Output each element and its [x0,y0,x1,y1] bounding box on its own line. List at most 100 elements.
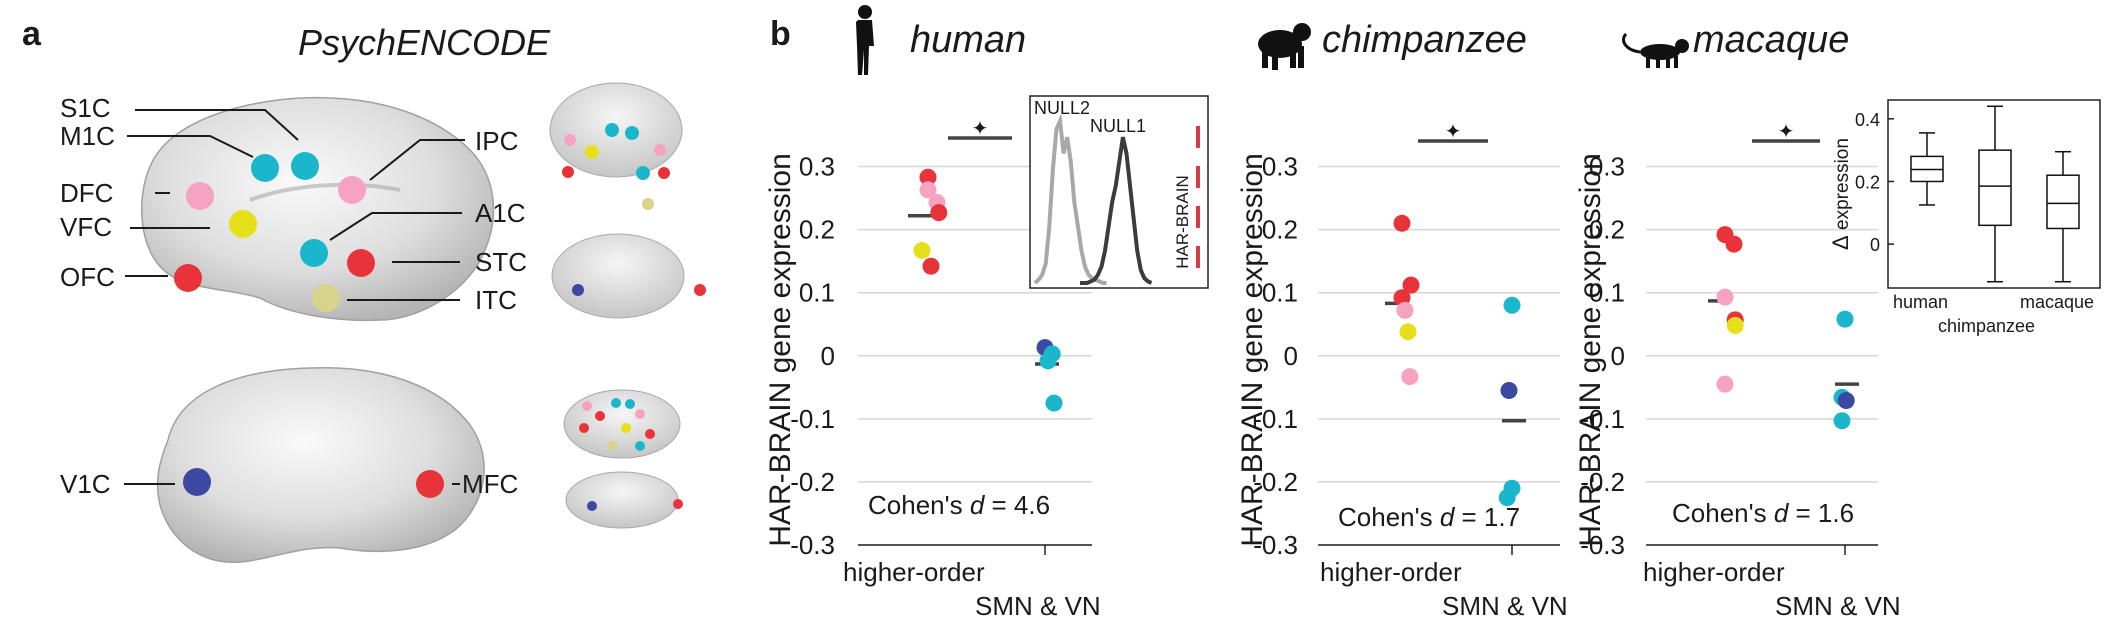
region-dot-vfc [229,210,257,238]
y-tick-label: 0.3 [799,152,835,182]
data-point [930,204,948,222]
data-point [919,181,937,199]
data-point [1401,368,1419,386]
y-tick-label: 0.2 [1262,215,1298,245]
species-title-macaque: macaque [1693,19,1849,61]
region-dot-s1c [291,152,319,180]
x-category-label: macaque [2020,292,2094,312]
panel-b: b human chimpanzee macaque [770,5,1849,75]
brain-small-bottom [551,233,685,319]
boxplot-frame [1887,99,2101,289]
data-point [922,257,940,275]
species-title-human: human [910,19,1026,61]
box-macaque [2046,150,2080,283]
label-ofc: OFC [60,262,115,292]
cohens-d-annotation: Cohen's d = 4.6 [868,490,1050,520]
y-tick-label: 0.3 [1589,152,1625,182]
y-tick-label: 0.1 [1262,278,1298,308]
region-dot-ofc [174,264,202,292]
region-dot-m1c [251,154,279,182]
data-point [1045,394,1063,412]
data-point [1396,301,1414,319]
label-a1c: A1C [475,198,526,228]
data-point [1399,323,1417,341]
boxplot-y-label: Δ expression [1828,138,1853,250]
data-point [1716,375,1734,393]
significance-marker: ✦ [1445,121,1462,143]
y-tick-label: 0.3 [1262,152,1298,182]
box-chimpanzee [1978,105,2012,283]
null1-curve [1080,136,1153,285]
y-tick-label: 0 [1870,235,1880,255]
label-vfc: VFC [60,212,112,242]
delta-expression-boxplot: 0 0.2 0.4Δ expression human chimpanzee macaqu… [1828,99,2101,336]
region-leader-lines [124,109,465,485]
y-tick-label: -0.1 [790,404,835,434]
panel-a: a PsychENCODE [22,15,706,563]
region-dot-dfc [186,182,214,210]
human-silhouette-icon [856,5,874,75]
small-brain-dots [562,123,706,511]
y-tick-label: 0 [1284,341,1298,371]
data-point [1503,296,1521,314]
y-axis-label: HAR-BRAIN gene expression [1574,153,1607,547]
cohens-d-annotation: Cohen's d = 1.6 [1672,498,1854,528]
y-axis-label: HAR-BRAIN gene expression [1236,153,1269,547]
y-tick-label: -0.1 [1253,404,1298,434]
x-category-label: chimpanzee [1938,316,2035,336]
label-s1c: S1C [60,93,111,123]
brain-lateral [141,96,495,322]
y-tick-label: 0.2 [1589,215,1625,245]
data-point [1402,276,1420,294]
har-brain-marker-label: HAR-BRAIN [1173,175,1192,269]
y-tick-label: -0.2 [790,467,835,497]
species-title-chimpanzee: chimpanzee [1322,19,1527,61]
region-markers [174,152,444,498]
y-tick-label: -0.2 [1580,467,1625,497]
label-v1c: V1C [60,469,111,499]
y-tick-label: -0.3 [790,530,835,560]
y-tick-label: 0.1 [1589,278,1625,308]
brain-small-bottom-2 [565,471,679,529]
region-dot-stc [347,249,375,277]
y-tick-label: 0.4 [1855,110,1880,130]
data-point [1836,310,1854,328]
data-point [1039,352,1057,370]
y-tick-label: -0.1 [1580,404,1625,434]
x-category-label: higher-order [843,557,985,587]
data-point [1726,316,1744,334]
brain-medial [156,366,485,563]
data-point [1498,489,1516,507]
label-itc: ITC [475,285,517,315]
region-dot-v1c [183,468,211,496]
significance-marker: ✦ [1778,121,1795,143]
box-human [1910,132,1944,206]
y-tick-label: -0.3 [1580,530,1625,560]
y-tick-label: 0.2 [1855,172,1880,192]
x-category-label: SMN & VN [1775,591,1901,621]
null1-label: NULL1 [1090,116,1146,136]
label-dfc: DFC [60,178,113,208]
data-point [1837,392,1855,410]
panel-a-letter: a [22,15,42,53]
label-mfc: MFC [462,469,518,499]
panel-b-letter: b [770,15,791,53]
y-axis-label: HAR-BRAIN gene expression [764,153,797,547]
region-dot-ipc [338,176,366,204]
y-tick-label: -0.2 [1253,467,1298,497]
macaque-silhouette-icon [1622,32,1689,68]
y-tick-label: 0.2 [799,215,835,245]
data-point [1500,381,1518,399]
box-iqr [2046,174,2080,230]
x-category-label: higher-order [1320,557,1462,587]
cohens-d-annotation: Cohen's d = 1.7 [1338,502,1520,532]
data-point [1725,235,1743,253]
y-tick-label: -0.3 [1253,530,1298,560]
brain-small-top-2 [563,389,681,459]
significance-marker: ✦ [972,118,989,140]
